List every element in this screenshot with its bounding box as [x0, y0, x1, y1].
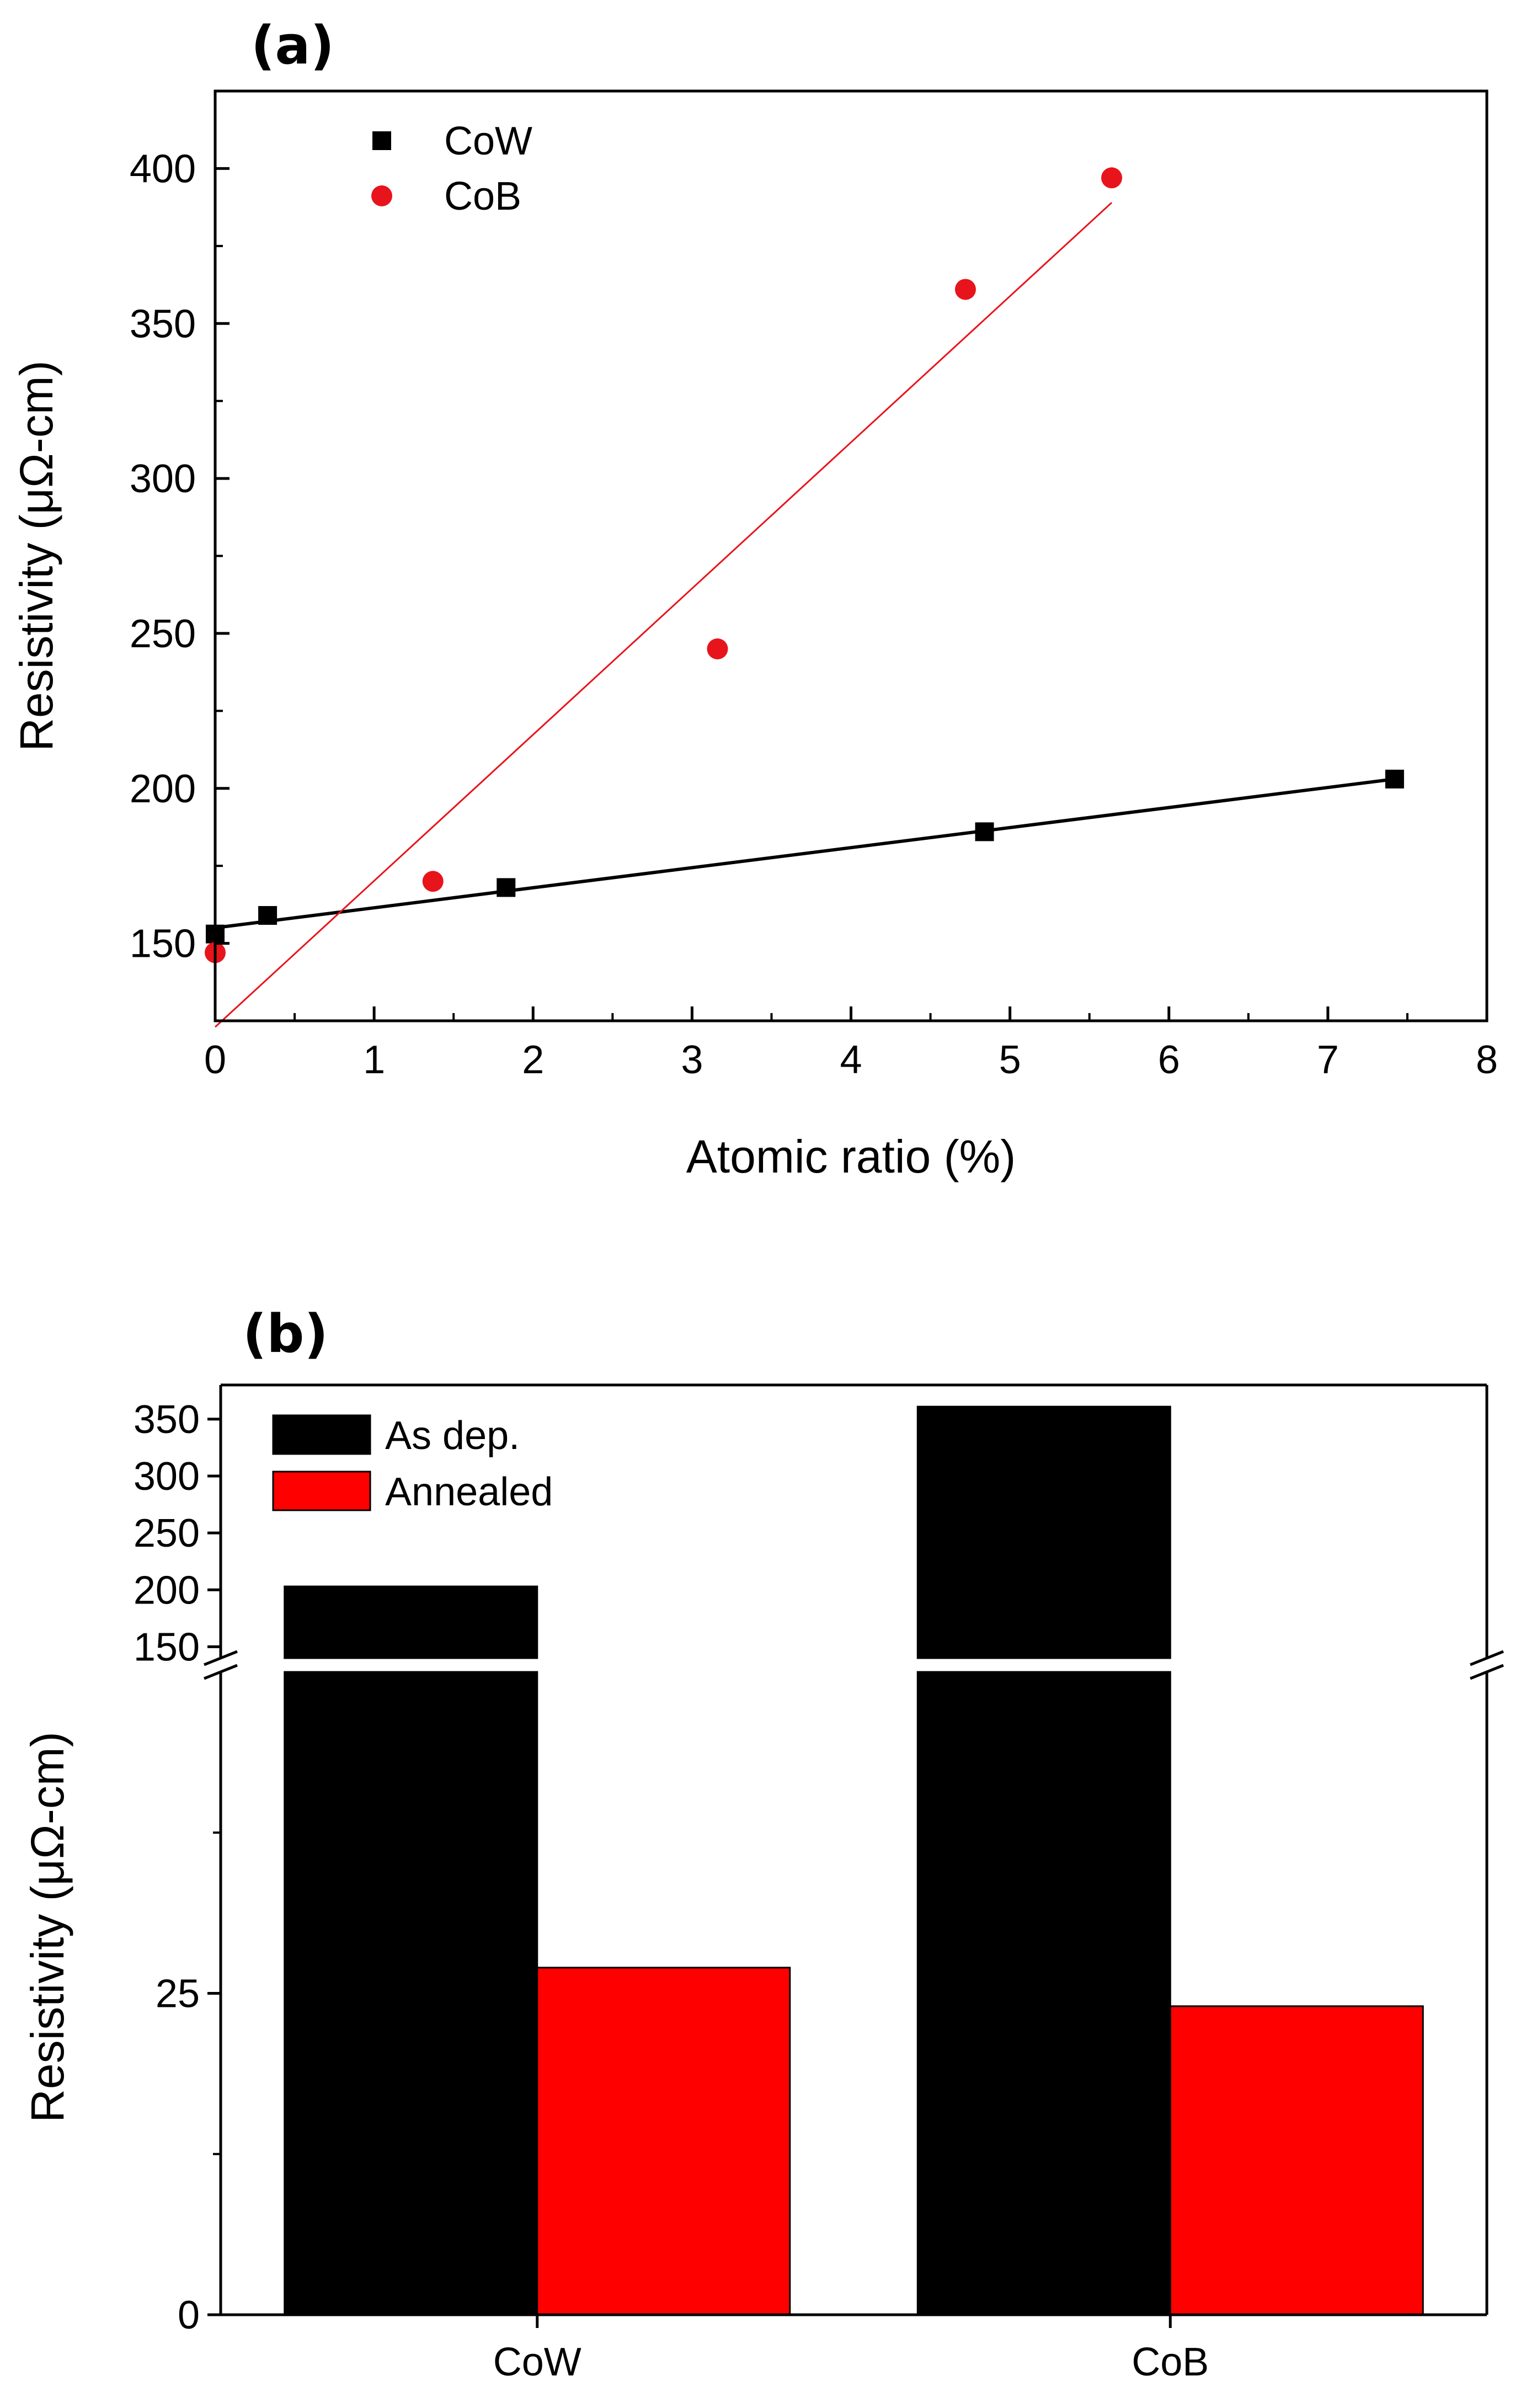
cow-point	[497, 878, 516, 897]
chart-b: CoW CoB 0 25 150 200 250 300 350 Resistivity (μΩ…	[22, 1383, 1504, 2384]
legend-circle-marker	[371, 185, 392, 206]
chart-a-y-tick-label: 300	[130, 457, 196, 501]
bar-as-dep-cow-upper	[284, 1585, 538, 1659]
bar-annealed-cow	[536, 1967, 791, 2316]
chart-a-x-tick-label: 2	[522, 1038, 544, 1082]
panel-a-label: (a)	[251, 15, 334, 76]
cob-point	[954, 279, 976, 300]
legend-square-marker	[372, 131, 391, 150]
cob-fit-line	[214, 202, 1113, 1028]
cow-point	[1385, 769, 1404, 789]
axis-break-mark	[204, 1664, 238, 1680]
chart-b-plot-area	[204, 1383, 1504, 2316]
legend-label-annealed: Annealed	[385, 1470, 553, 1514]
chart-a-x-tick-label: 5	[999, 1038, 1021, 1082]
cob-point	[707, 638, 728, 659]
chart-b-y-tick-label: 150	[134, 1625, 200, 1669]
bar-as-dep-cob-lower	[916, 1671, 1171, 2316]
chart-a-legend: CoW CoB	[371, 119, 532, 219]
panel-b-label: (b)	[243, 1304, 328, 1365]
chart-b-y-tick-label: 0	[178, 2293, 200, 2337]
cob-point	[422, 871, 444, 892]
chart-a-x-tick-label: 4	[840, 1038, 862, 1082]
chart-b-x-tick-label-cow: CoW	[493, 2340, 581, 2384]
chart-a-y-tick-label: 400	[130, 147, 196, 191]
chart-a-x-tick-label: 8	[1476, 1038, 1498, 1082]
legend-swatch-as-dep	[272, 1414, 371, 1455]
cow-point	[975, 822, 994, 841]
chart-a: 0 1 2 3 4 5 6 7 8 150 200 250 300 350 400 Atomic ratio…	[10, 89, 1498, 1182]
chart-a-y-tick-label: 250	[130, 612, 196, 656]
legend-label-cow: CoW	[444, 119, 532, 163]
legend-swatch-annealed	[272, 1471, 371, 1511]
chart-a-x-tick-label: 6	[1158, 1038, 1180, 1082]
chart-b-y-tick-label: 200	[134, 1568, 200, 1612]
cow-fit-line	[215, 777, 1395, 930]
chart-a-x-tick-label: 7	[1317, 1038, 1339, 1082]
chart-a-plot-area	[214, 89, 1488, 1022]
chart-a-y-axis-title: Resistivity (μΩ-cm)	[10, 360, 62, 751]
chart-b-legend: As dep. Annealed	[272, 1414, 553, 1514]
chart-a-y-tick-label: 350	[130, 302, 196, 346]
chart-a-x-tick-label: 1	[363, 1038, 385, 1082]
chart-a-y-tick-label: 200	[130, 767, 196, 811]
bar-annealed-cob	[1169, 2005, 1424, 2316]
chart-a-x-tick-label: 0	[204, 1038, 226, 1082]
legend-label-as-dep: As dep.	[385, 1414, 520, 1458]
chart-a-x-axis-title: Atomic ratio (%)	[686, 1131, 1016, 1182]
axis-break-mark	[1470, 1664, 1504, 1680]
chart-b-x-tick-label-cob: CoB	[1132, 2340, 1209, 2384]
bar-as-dep-cob-upper	[916, 1405, 1171, 1659]
chart-a-x-tick-label: 3	[681, 1038, 703, 1082]
chart-b-y-tick-label: 25	[156, 1972, 200, 2016]
chart-a-y-tick-label: 150	[130, 922, 196, 966]
chart-b-y-axis-title: Resistivity (μΩ-cm)	[22, 1732, 73, 2122]
cob-point	[1101, 167, 1123, 189]
legend-label-cob: CoB	[444, 174, 521, 219]
cow-point	[258, 906, 278, 925]
axis-break-mark	[204, 1650, 238, 1666]
chart-b-y-tick-label: 350	[134, 1398, 200, 1442]
bar-as-dep-cow-lower	[284, 1671, 538, 2316]
chart-b-y-tick-label: 300	[134, 1455, 200, 1499]
chart-b-y-tick-label: 250	[134, 1511, 200, 1555]
axis-break-mark	[1470, 1650, 1504, 1666]
